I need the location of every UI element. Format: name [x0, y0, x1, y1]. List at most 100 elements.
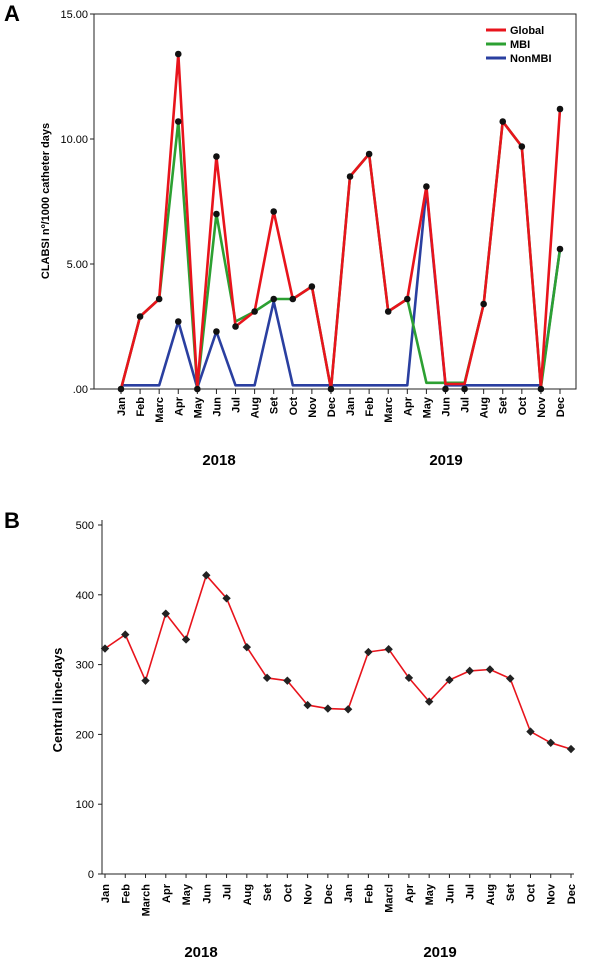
panel-b-xtick-label: March [141, 884, 153, 917]
panel-a-legend-label: NonMBI [510, 53, 552, 65]
panel-b-data-point [526, 727, 535, 736]
panel-a-xtick-label: Apr [402, 396, 414, 416]
panel-a-data-point [556, 245, 564, 253]
panel-a-xtick-label: Nov [307, 396, 319, 418]
panel-b-xtick-label: Nov [303, 883, 315, 905]
panel-b-xtick-label: Oct [282, 884, 294, 903]
panel-a-data-point [499, 118, 507, 125]
panel-b: B 0 100 200 300 400 500 Central line-days Jan Feb… [4, 508, 578, 961]
panel-b-data-point [465, 666, 474, 676]
panel-b-xtick-label: Jan [343, 884, 355, 903]
panel-a-data-point [194, 385, 201, 393]
panel-b-xtick-label: Aug [242, 884, 254, 905]
panel-a-data-point [213, 210, 220, 218]
panel-a-data-point [270, 295, 277, 303]
panel-a: A .00 5.00 10.00 15.00 CLABSI nº/1000 cathete… [4, 1, 577, 469]
panel-b-data-point [445, 675, 454, 685]
panel-a-data-point [327, 385, 335, 393]
panel-a-xtick-label: Jun [440, 397, 452, 417]
panel-a-data-point [117, 385, 125, 393]
panel-b-ylabel: Central line-days [50, 648, 65, 753]
panel-b-data-point [424, 697, 434, 706]
panel-a-xtick-label: Set [498, 397, 510, 414]
panel-b-data-point [202, 571, 211, 580]
panel-a-xtick-label: Oct [517, 397, 529, 416]
panel-a-frame [93, 13, 577, 390]
panel-b-data-point [121, 630, 130, 639]
panel-b-series-line [104, 574, 572, 750]
panel-b-data-point [404, 673, 414, 683]
panel-a-data-point [556, 105, 564, 113]
panel-a-data-point [213, 328, 220, 335]
panel-a-xtick-label: Oct [288, 397, 300, 416]
panel-a-ytick-label: 15.00 [60, 9, 88, 21]
panel-a-series-line-nonmbi [121, 187, 562, 390]
panel-b-xtick-label: Dec [323, 884, 335, 904]
panel-a-data-point [289, 295, 297, 303]
panel-b-ytick-label: 0 [88, 869, 94, 881]
panel-a-xtick-label: Dec [326, 397, 338, 417]
panel-a-data-point [461, 385, 468, 393]
panel-b-data-point [364, 647, 373, 657]
panel-b-ytick-label: 300 [76, 660, 94, 672]
panel-a-data-point [213, 153, 220, 160]
panel-a-xtick-label: Aug [479, 397, 491, 418]
panel-b-data-point [283, 676, 292, 685]
panel-b-xtick-label: Apr [404, 883, 416, 903]
panel-a-label: A [4, 1, 20, 26]
panel-a-xtick-label: Set [269, 397, 281, 414]
panel-a-data-point [423, 183, 430, 190]
panel-b-data-point [242, 642, 252, 652]
panel-b-xtick-label: Jul [222, 884, 234, 900]
panel-b-xtick-label: Jun [201, 884, 213, 904]
panel-b-label: B [4, 508, 20, 533]
panel-a-xtick-label: Marc [383, 397, 395, 423]
panel-a-series-line-global [119, 52, 562, 391]
panel-a-data-point [346, 173, 354, 180]
panel-a-xtick-label: Dec [555, 397, 567, 417]
panel-b-data-point [323, 704, 333, 713]
panel-b-ytick-label: 500 [76, 520, 94, 532]
panel-a-data-point [480, 300, 487, 308]
panel-a-xtick-label: Marc [154, 397, 166, 423]
panel-a-xtick-label: Jan [345, 397, 357, 416]
panel-b-data-point [485, 665, 495, 674]
panel-a-data-point [384, 308, 392, 315]
panel-a-data-point [404, 295, 411, 303]
panel-b-xtick-label: Feb [363, 884, 375, 904]
panel-a-ytick-label: .00 [73, 384, 88, 396]
panel-b-data-point [506, 674, 515, 683]
panel-a-data-point [518, 143, 526, 150]
panel-a-data-point [365, 150, 373, 158]
panel-b-data-point [262, 673, 272, 683]
panel-a-data-point [155, 295, 163, 303]
panel-b-xtick-label: Marcl [384, 884, 396, 913]
panel-a-xtick-label: Jul [460, 397, 472, 413]
panel-a-data-point [232, 323, 239, 330]
panel-b-xtick-label: Dec [566, 884, 578, 904]
panel-b-xtick-label: Set [262, 884, 274, 901]
panel-b-xtick-label: Nov [546, 883, 558, 905]
panel-a-legend-label: MBI [510, 39, 530, 51]
panel-b-data-point [546, 738, 555, 747]
panel-a-data-point [270, 208, 277, 215]
panel-b-year-label: 2019 [423, 944, 456, 961]
panel-a-xtick-label: Apr [173, 396, 185, 416]
panel-b-data-point [566, 744, 576, 754]
panel-a-xtick-label: Jun [211, 397, 223, 417]
panel-b-xtick-label: Aug [485, 884, 497, 905]
panel-b-data-point [222, 594, 231, 603]
panel-a-data-point [174, 318, 182, 325]
panel-a-xtick-label: Aug [250, 397, 262, 418]
panel-a-ylabel: CLABSI nº/1000 catheter days [40, 123, 52, 279]
panel-a-data-point [136, 313, 144, 320]
panel-a-data-point [174, 50, 182, 58]
panel-b-data-point [303, 700, 312, 710]
panel-b-data-point [343, 705, 353, 714]
panel-a-xtick-label: May [421, 396, 433, 418]
panel-a-year-label: 2018 [202, 452, 235, 469]
panel-a-ytick-label: 10.00 [60, 134, 88, 146]
panel-a-xtick-label: Feb [364, 397, 376, 417]
panel-b-xtick-label: Jul [465, 884, 477, 900]
